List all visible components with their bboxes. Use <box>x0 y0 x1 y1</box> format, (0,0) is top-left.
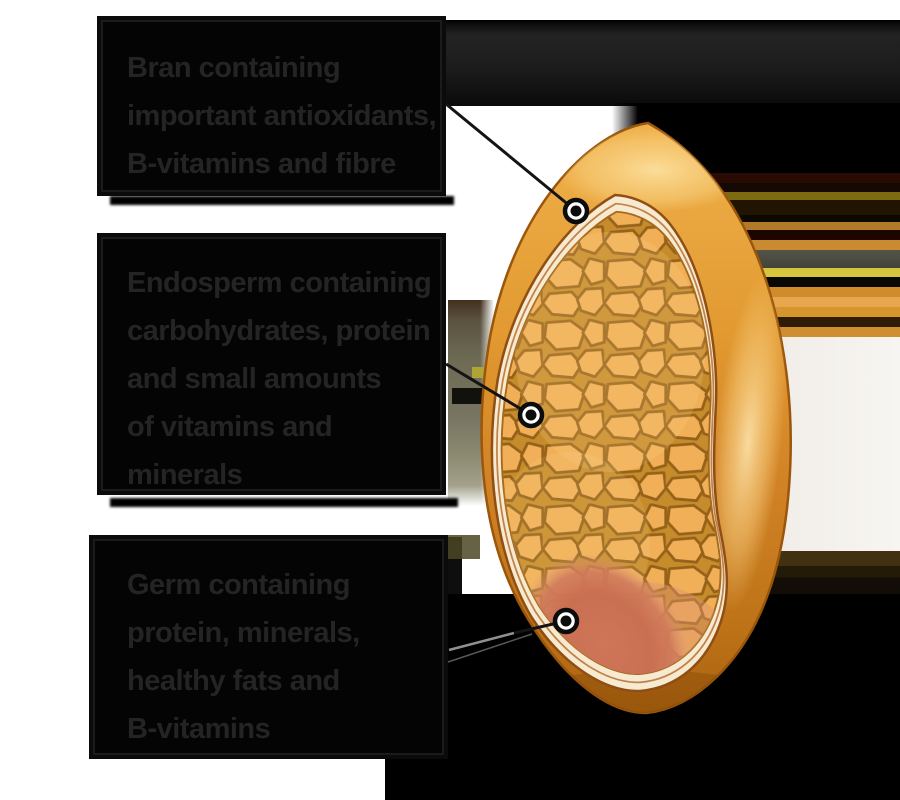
callout-bran-line: important antioxidants, <box>127 100 437 132</box>
glitch-box3-corner <box>448 535 480 559</box>
bran-top-highlight <box>555 128 755 212</box>
callout-germ-line: healthy fats and <box>127 665 340 697</box>
glitch-black-bottom-left <box>385 759 449 800</box>
callout-endosperm: Endosperm containing carbohydrates, prot… <box>97 233 446 495</box>
box2-shadow <box>110 498 458 507</box>
callout-germ: Germ containing protein, minerals, healt… <box>89 535 448 759</box>
germ <box>519 553 691 675</box>
callout-bran-line: Bran containing <box>127 52 341 84</box>
endosperm-light-patch <box>515 232 705 472</box>
callout-endosperm-line: of vitamins and <box>127 411 333 443</box>
grain-illustration <box>480 121 792 715</box>
callout-germ-line: Germ containing <box>127 569 350 601</box>
callout-endosperm-line: minerals <box>127 459 243 491</box>
callout-germ-line: protein, minerals, <box>127 617 360 649</box>
callout-germ-line: B-vitamins <box>127 713 271 745</box>
glitch-band-top <box>446 20 900 106</box>
callout-endosperm-line: and small amounts <box>127 363 382 395</box>
bran-right-shine <box>709 272 787 612</box>
callout-endosperm-line: carbohydrates, protein <box>127 315 431 347</box>
callout-bran: Bran containing important antioxidants, … <box>97 16 446 196</box>
callout-endosperm-line: Endosperm containing <box>127 267 432 299</box>
callout-bran-line: B-vitamins and fibre <box>127 148 396 180</box>
box1-shadow <box>110 196 454 205</box>
